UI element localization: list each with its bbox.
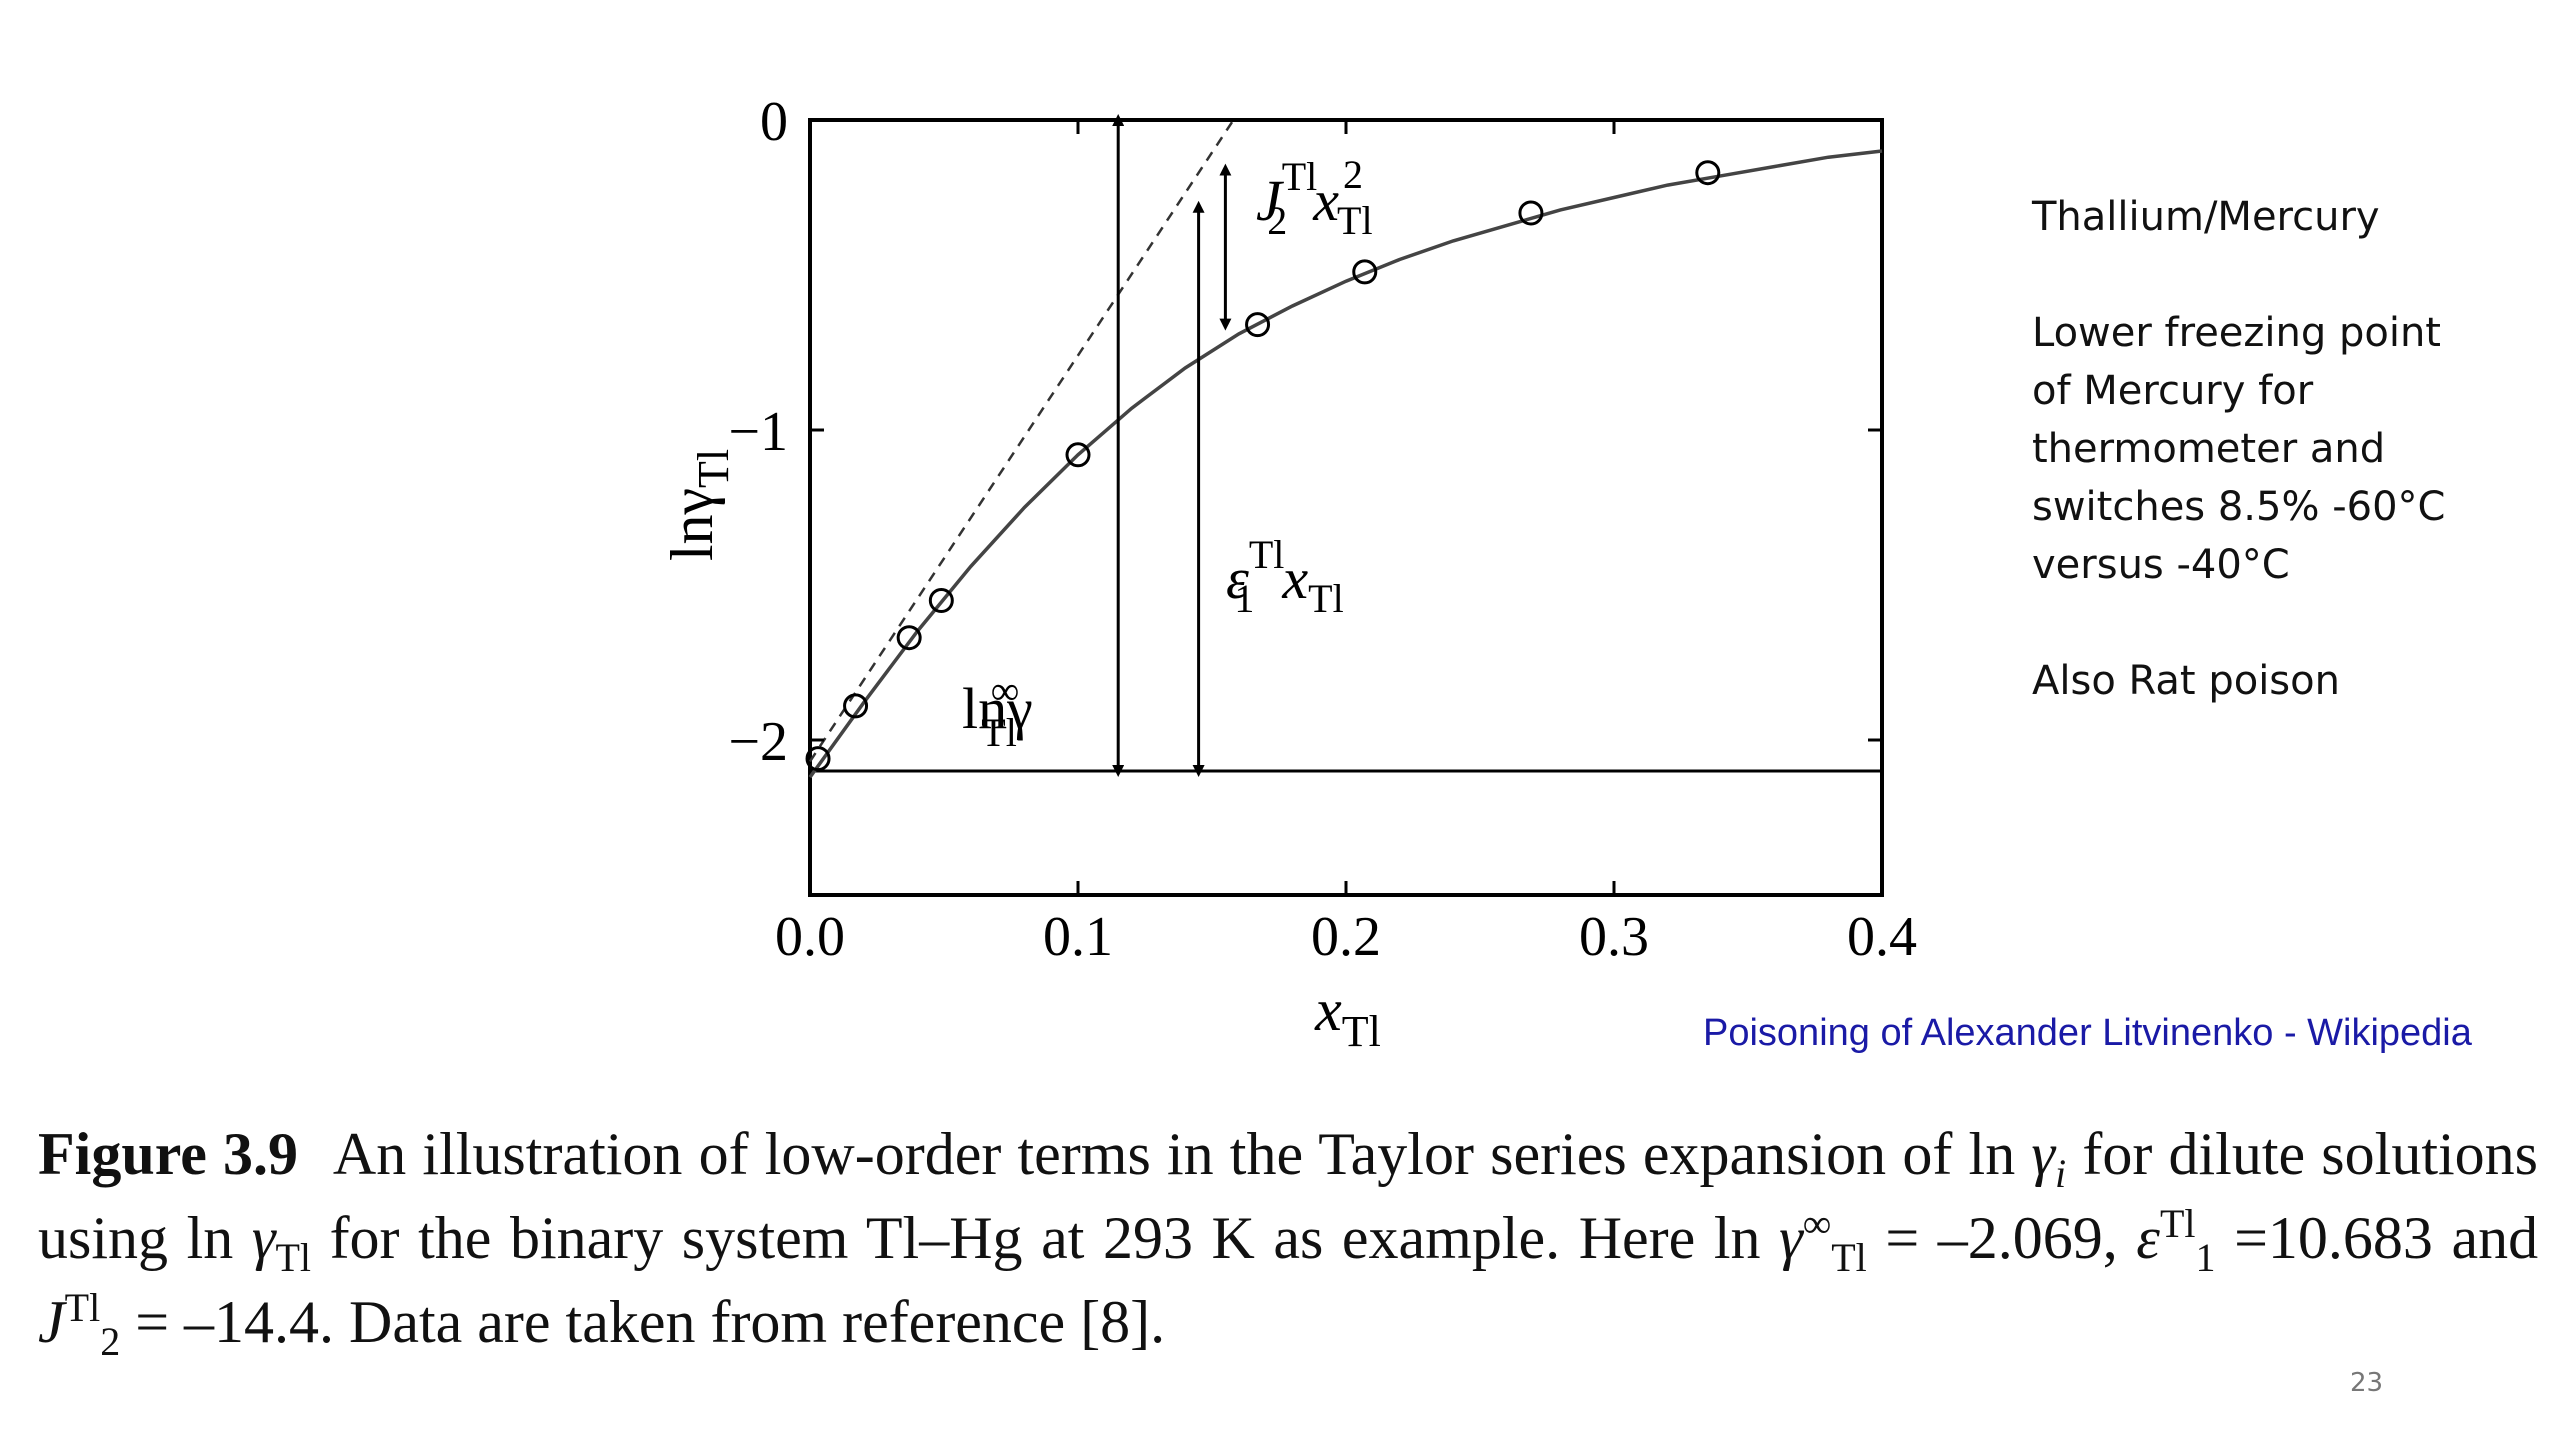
- data-point-2: [843, 693, 869, 719]
- chart: 0.0 0.1 0.2 0.3 0.4 0−1−2 xTl lnγTl lnγ∞ Tl ε…: [659, 91, 1917, 1056]
- caption-part-6: = –14.4. Data are taken from reference […: [135, 1289, 1166, 1355]
- annotation-ln-gamma-inf-sub: Tl: [981, 710, 1017, 755]
- caption-part-1: An illustration of low-order terms in th…: [332, 1121, 2016, 1187]
- fit-curve: [808, 149, 1883, 779]
- side-notes-line-2: of Mercury for: [2032, 368, 2314, 414]
- x-tick-label-5: 0.4: [1847, 906, 1917, 968]
- y-axis-label-main: lnγ: [659, 488, 725, 561]
- y-tick-label-3: −2: [728, 711, 788, 773]
- side-notes-line-3: thermometer and: [2032, 426, 2386, 472]
- data-point-6: [1245, 312, 1271, 338]
- x-axis-label-sub: Tl: [1342, 1007, 1381, 1056]
- side-notes-body: Lower freezing point of Mercury for ther…: [2032, 304, 2472, 594]
- data-point-3: [896, 625, 922, 651]
- side-notes-title: Thallium/Mercury: [2032, 194, 2380, 240]
- data-point-9: [1695, 160, 1721, 186]
- annotation-j2-tail-sup: 2: [1343, 152, 1363, 197]
- annotation-ln-gamma-inf-text: lnγ: [962, 676, 1033, 741]
- data-point-1: [805, 746, 831, 772]
- caption-gamma-3: γ: [1779, 1205, 1803, 1271]
- side-notes-line-1: Lower freezing point: [2032, 310, 2441, 356]
- figure-label: Figure 3.9: [38, 1121, 299, 1187]
- annotation-epsilon-sup: Tl: [1249, 532, 1285, 577]
- annotation-ln-gamma-inf: lnγ∞ Tl: [962, 668, 1033, 755]
- figure-caption: Figure 3.9 An illustration of low-order …: [38, 1112, 2538, 1364]
- data-point-8: [1518, 200, 1544, 226]
- caption-part-5: =10.683 and: [2234, 1205, 2539, 1271]
- side-notes-extra: Also Rat poison: [2032, 658, 2340, 704]
- tangent-line: [808, 119, 1235, 763]
- caption-sub-1: 1: [2195, 1235, 2216, 1280]
- x-tick-label-1: 0.0: [775, 906, 845, 968]
- caption-j: J: [38, 1289, 65, 1355]
- annotation-j2-tail: x: [1312, 168, 1339, 233]
- caption-sup-tl-1: Tl: [2159, 1201, 2196, 1246]
- y-axis-label: lnγTl: [659, 449, 738, 561]
- caption-gamma-2: γ: [251, 1205, 276, 1271]
- caption-sub-i: i: [2055, 1151, 2067, 1196]
- annotation-j2-sub: 2: [1267, 198, 1287, 243]
- caption-gamma-1: γ: [2031, 1121, 2056, 1187]
- annotation-j2-tail-sub: Tl: [1337, 198, 1373, 243]
- data-point-4: [928, 588, 954, 613]
- caption-sup-tl-2: Tl: [64, 1285, 101, 1330]
- x-tick-label-4: 0.3: [1579, 906, 1649, 968]
- x-axis-label-main: x: [1314, 977, 1342, 1043]
- y-axis-label-sub: Tl: [689, 449, 738, 488]
- caption-sup-inf: ∞: [1802, 1201, 1832, 1246]
- annotation-j2-sup: Tl: [1282, 154, 1318, 199]
- side-notes-line-5: versus -40°C: [2032, 542, 2290, 588]
- y-tick-label-2: −1: [728, 401, 788, 463]
- caption-part-2: for dilute solutions using ln: [38, 1121, 2539, 1271]
- annotation-ln-gamma-inf-sup: ∞: [991, 668, 1020, 713]
- annotation-epsilon-sub: 1: [1234, 576, 1254, 621]
- annotation-j2-text: J: [1256, 168, 1285, 233]
- annotation-epsilon-tail-sub: Tl: [1308, 576, 1344, 621]
- caption-sub-tl-2: Tl: [1831, 1235, 1867, 1280]
- data-point-5: [1065, 442, 1091, 468]
- annotation-epsilon-tail: x: [1281, 546, 1308, 611]
- annotation-epsilon-text: ε: [1226, 546, 1249, 611]
- side-notes: Thallium/Mercury Lower freezing point of…: [2032, 188, 2472, 768]
- caption-sub-2: 2: [100, 1319, 121, 1364]
- caption-epsilon: ε: [2136, 1205, 2160, 1271]
- annotation-j2: JTl 2 x 2 Tl: [1256, 152, 1373, 243]
- y-tick-label-1: 0: [760, 91, 788, 153]
- side-notes-line-4: switches 8.5% -60°C: [2032, 484, 2446, 530]
- page-number: 23: [2350, 1368, 2384, 1398]
- annotation-epsilon: εTl 1 xTl: [1226, 532, 1344, 621]
- x-tick-label-3: 0.2: [1311, 906, 1381, 968]
- caption-sub-tl-1: Tl: [275, 1235, 312, 1280]
- caption-part-3: for the binary system Tl–Hg at 293 K as …: [329, 1205, 1761, 1271]
- x-tick-label-2: 0.1: [1043, 906, 1113, 968]
- wikipedia-link[interactable]: Poisoning of Alexander Litvinenko - Wiki…: [1703, 1012, 2472, 1054]
- x-axis-label: xTl: [1314, 977, 1381, 1056]
- data-point-7: [1352, 259, 1378, 285]
- caption-part-4: = –2.069,: [1885, 1205, 2118, 1271]
